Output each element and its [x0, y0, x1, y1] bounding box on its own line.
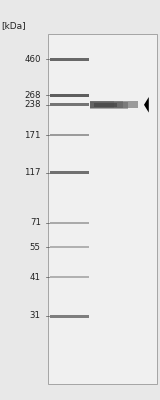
FancyBboxPatch shape: [50, 222, 89, 224]
Text: 31: 31: [30, 312, 41, 320]
FancyBboxPatch shape: [90, 101, 138, 108]
Text: 117: 117: [24, 168, 41, 177]
FancyBboxPatch shape: [50, 171, 89, 174]
FancyBboxPatch shape: [50, 58, 89, 61]
FancyBboxPatch shape: [50, 134, 89, 136]
Text: 460: 460: [24, 55, 41, 64]
FancyBboxPatch shape: [50, 103, 89, 106]
FancyBboxPatch shape: [50, 94, 89, 97]
FancyBboxPatch shape: [50, 246, 89, 248]
FancyBboxPatch shape: [90, 101, 114, 108]
Text: 238: 238: [24, 100, 41, 109]
Text: 268: 268: [24, 91, 41, 100]
FancyBboxPatch shape: [50, 314, 89, 318]
Text: 41: 41: [30, 273, 41, 282]
Polygon shape: [144, 97, 149, 113]
Text: 55: 55: [30, 243, 41, 252]
FancyBboxPatch shape: [50, 276, 89, 278]
FancyBboxPatch shape: [90, 102, 128, 109]
FancyBboxPatch shape: [48, 34, 157, 384]
Text: 71: 71: [30, 218, 41, 227]
Text: [kDa]: [kDa]: [2, 22, 26, 30]
FancyBboxPatch shape: [94, 103, 117, 107]
FancyBboxPatch shape: [90, 101, 124, 108]
Text: 171: 171: [24, 131, 41, 140]
